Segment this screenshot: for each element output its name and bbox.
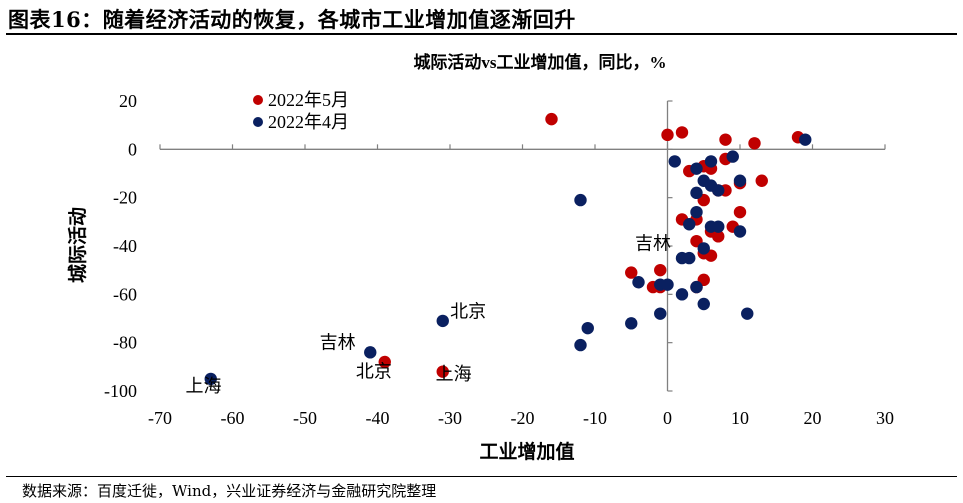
point-annotation: 吉林 — [320, 333, 356, 353]
april-2022-point — [683, 218, 696, 231]
legend-marker — [253, 117, 263, 127]
april-2022-point — [697, 297, 710, 311]
scatter-chart: 城际活动vs工业增加值，同比，% -70 -60 -50 -40 -30 -20 -10 0 1… — [66, 52, 894, 463]
point-annotation: 吉林 — [635, 234, 671, 254]
may-2022-point — [625, 266, 638, 279]
may-2022-point — [748, 137, 761, 150]
april-2022-point — [690, 205, 703, 219]
april-2022-point — [726, 150, 739, 163]
may-2022-point — [719, 133, 732, 146]
point-annotation: 上海 — [186, 376, 222, 396]
april-2022-point — [712, 220, 725, 233]
x-tick-label: 0 — [663, 408, 672, 428]
point-annotation: 上海 — [436, 364, 472, 384]
y-tick-label: -20 — [113, 188, 137, 208]
april-2022-point — [799, 133, 812, 146]
april-2022-point — [712, 184, 725, 197]
x-tick-label: -50 — [293, 408, 317, 428]
y-tick-label: 0 — [128, 139, 137, 159]
april-2022-point — [654, 307, 667, 320]
legend-marker — [253, 95, 263, 105]
may-2022-point — [755, 174, 768, 187]
may-2022-point — [545, 112, 558, 126]
y-tick-label: -40 — [113, 236, 137, 256]
april-2022-point — [204, 372, 217, 386]
april-2022-point — [690, 162, 703, 175]
april-2022-point — [625, 317, 638, 330]
april-2022-point — [675, 251, 689, 265]
x-tick-label: -70 — [148, 408, 172, 428]
april-2022-point — [690, 186, 703, 200]
may-2022-point — [675, 126, 689, 139]
legend-label: 2022年4月 — [268, 112, 349, 132]
title-rule — [6, 33, 957, 35]
may-2022-point — [712, 230, 725, 243]
x-tick-label: -20 — [511, 408, 535, 428]
april-2022-point — [661, 278, 674, 291]
april-2022-point — [741, 307, 754, 320]
y-tick-label: 20 — [119, 91, 137, 111]
x-tick-label: 30 — [876, 408, 894, 428]
chart-title: 城际活动vs工业增加值，同比，% — [413, 52, 666, 72]
april-2022-point — [574, 193, 587, 207]
tick-labels: -70 -60 -50 -40 -30 -20 -10 0 10 20 30200-20-40-60… — [104, 91, 894, 428]
y-tick-label: -100 — [104, 381, 137, 401]
x-tick-label: -10 — [583, 408, 607, 428]
legend-label: 2022年5月 — [268, 90, 349, 110]
point-annotation: 北京 — [450, 301, 486, 321]
april-2022-point — [668, 155, 681, 168]
may-2022-point — [733, 205, 747, 219]
x-tick-label: -40 — [366, 408, 390, 428]
april-2022-point — [690, 280, 703, 294]
axes — [159, 100, 886, 392]
data-points — [204, 112, 812, 386]
april-2022-point — [364, 346, 377, 359]
april-2022-point — [733, 225, 747, 238]
x-tick-label: -60 — [221, 408, 245, 428]
may-2022-point — [661, 128, 674, 142]
figure-title: 图表16：随着经济活动的恢复，各城市工业增加值逐渐回升 — [8, 7, 576, 32]
may-2022-point — [436, 365, 449, 378]
x-tick-label: -30 — [438, 408, 462, 428]
source-rule — [6, 476, 957, 477]
y-axis-label: 城际活动 — [66, 207, 89, 283]
april-2022-point — [733, 174, 747, 187]
x-tick-label: 20 — [804, 408, 822, 428]
april-2022-point — [675, 288, 689, 301]
april-2022-point — [581, 321, 594, 335]
may-2022-point — [654, 263, 667, 277]
point-annotation: 北京 — [356, 362, 392, 382]
april-2022-point — [697, 242, 710, 255]
april-2022-point — [704, 155, 718, 168]
may-2022-point — [378, 355, 391, 369]
april-2022-point — [436, 314, 449, 328]
april-2022-point — [574, 338, 587, 352]
y-tick-label: -80 — [113, 333, 137, 353]
x-tick-label: 10 — [731, 408, 749, 428]
y-tick-label: -60 — [113, 284, 137, 304]
x-axis-label: 工业增加值 — [479, 440, 574, 463]
source-note: 数据来源：百度迁徙，Wind，兴业证券经济与金融研究院整理 — [22, 482, 437, 500]
april-2022-point — [632, 276, 645, 289]
